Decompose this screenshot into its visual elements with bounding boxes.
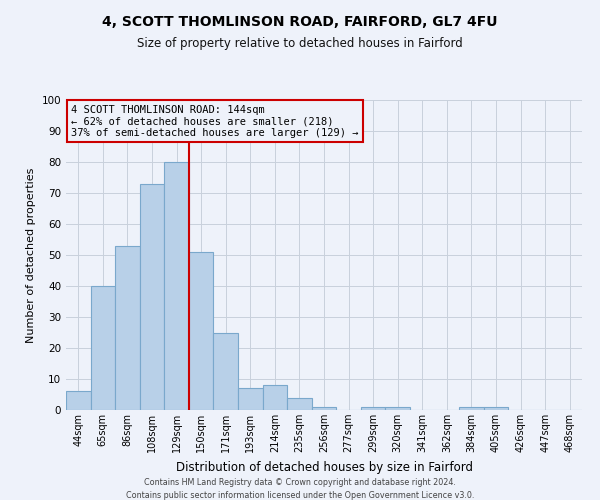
X-axis label: Distribution of detached houses by size in Fairford: Distribution of detached houses by size … [176,460,473,473]
Bar [287,398,312,410]
Text: 4 SCOTT THOMLINSON ROAD: 144sqm
← 62% of detached houses are smaller (218)
37% o: 4 SCOTT THOMLINSON ROAD: 144sqm ← 62% of… [71,104,359,138]
Bar [361,407,385,410]
Bar [263,385,287,410]
Bar [214,332,238,410]
Bar [312,407,336,410]
Text: Size of property relative to detached houses in Fairford: Size of property relative to detached ho… [137,38,463,51]
Text: Contains HM Land Registry data © Crown copyright and database right 2024.
Contai: Contains HM Land Registry data © Crown c… [126,478,474,500]
Bar [385,407,410,410]
Bar [484,407,508,410]
Bar [459,407,484,410]
Bar [164,162,189,410]
Bar [66,392,91,410]
Bar [91,286,115,410]
Bar [238,388,263,410]
Bar [115,246,140,410]
Text: 4, SCOTT THOMLINSON ROAD, FAIRFORD, GL7 4FU: 4, SCOTT THOMLINSON ROAD, FAIRFORD, GL7 … [102,15,498,29]
Bar [140,184,164,410]
Bar [189,252,214,410]
Y-axis label: Number of detached properties: Number of detached properties [26,168,36,342]
